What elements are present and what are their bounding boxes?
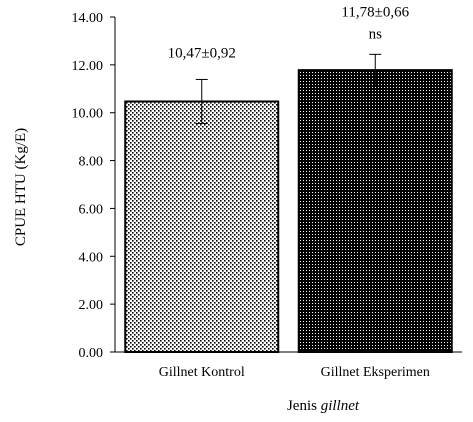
y-axis-title: CPUE HTU (Kg/E) [13, 128, 29, 246]
y-tick-label: 10.00 [72, 107, 104, 122]
data-label: 10,47±0,92 [168, 45, 236, 61]
x-category-label: Gillnet Kontrol [159, 365, 245, 380]
bars-group: 10,47±0,92 Gillnet Kontrol 11,78±0,66 ns Gil… [124, 4, 453, 380]
x-axis-title-prefix: Jenis [287, 398, 321, 414]
y-axis-ticks: 0.00 2.00 4.00 6.00 8.00 10.00 12.00 14.00 [72, 11, 115, 361]
x-axis-title-italic: gillnet [321, 398, 360, 414]
y-tick-label: 6.00 [79, 202, 104, 217]
y-tick-label: 8.00 [79, 155, 104, 170]
data-label: 11,78±0,66 [341, 4, 409, 20]
bar [297, 69, 453, 353]
y-tick-label: 12.00 [72, 59, 104, 74]
x-axis-title: Jenis gillnet [287, 398, 360, 414]
y-tick-label: 4.00 [79, 250, 104, 265]
x-category-label: Gillnet Eksperimen [321, 365, 430, 380]
y-tick-label: 2.00 [79, 298, 104, 313]
significance-annotation: ns [369, 26, 383, 42]
y-tick-label: 14.00 [72, 11, 104, 26]
y-tick-label: 0.00 [79, 346, 104, 361]
bar [124, 100, 280, 354]
